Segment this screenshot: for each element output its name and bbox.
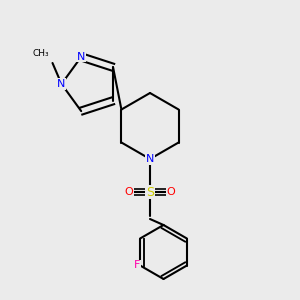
- Text: S: S: [146, 185, 154, 199]
- Text: O: O: [167, 187, 176, 197]
- Text: N: N: [77, 52, 86, 62]
- Text: F: F: [134, 260, 140, 271]
- Text: N: N: [146, 154, 154, 164]
- Text: CH₃: CH₃: [33, 50, 50, 58]
- Text: O: O: [124, 187, 134, 197]
- Text: N: N: [57, 79, 66, 89]
